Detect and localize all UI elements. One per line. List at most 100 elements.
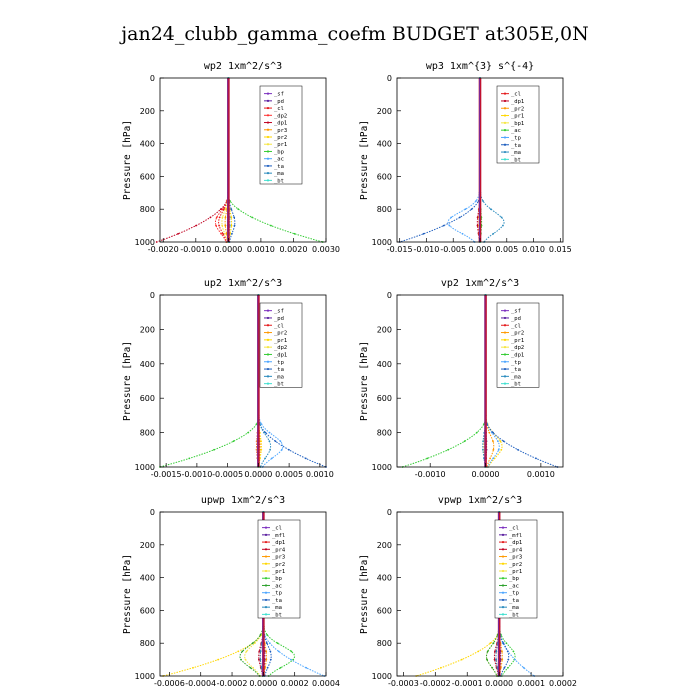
panel-4: upwp 1xm^2/s^3 Pressure [hPa] 0 200 400 600 80… — [122, 495, 340, 688]
series-point — [506, 650, 509, 653]
legend-entry: _pr2 — [511, 331, 524, 337]
series-line-ma — [482, 295, 486, 468]
legend-marker — [503, 150, 507, 154]
x-tick-label: -0.0004 — [185, 679, 216, 688]
legend-marker — [266, 164, 270, 168]
legend-marker — [266, 375, 270, 378]
series-point — [233, 216, 236, 219]
series-point — [482, 200, 484, 202]
series-point — [213, 448, 215, 451]
legend-box — [496, 302, 540, 388]
x-tick-label: -0.0001 — [452, 679, 483, 688]
x-tick-label: -0.0003 — [388, 679, 419, 688]
series-point — [219, 208, 222, 211]
series-point — [492, 448, 495, 451]
legend-entry: _bp — [509, 576, 519, 582]
series-point — [215, 216, 218, 219]
series-point — [155, 241, 158, 243]
legend-entry: _dp2 — [274, 113, 287, 119]
legend-marker — [266, 309, 270, 312]
series-point — [230, 216, 233, 219]
series-point — [277, 650, 280, 653]
panel-title: vpwp 1xm^2/s^3 — [438, 495, 522, 506]
legend-marker — [266, 106, 270, 110]
series-point — [496, 666, 499, 669]
legend-entry: _cl — [272, 526, 282, 532]
legend-entry: _pr1 — [272, 569, 285, 575]
y-tick-label: 400 — [377, 140, 392, 149]
legend-marker — [503, 114, 507, 117]
legend-entry: _cl — [511, 92, 521, 98]
series-point — [274, 440, 277, 443]
y-axis-label: Pressure [hPa] — [122, 120, 133, 200]
legend-marker — [503, 107, 507, 110]
series-line-dp1 — [402, 295, 486, 468]
series-point — [270, 224, 272, 227]
x-tick-label: 0.0030 — [312, 245, 340, 254]
series-point — [264, 457, 266, 460]
legend-entry: _pr1 — [511, 338, 524, 344]
series-point — [476, 224, 479, 227]
series-point — [290, 658, 292, 661]
y-tick-label: 1000 — [372, 238, 392, 247]
x-tick-label: 0.0004 — [312, 679, 340, 688]
legend-marker — [503, 309, 507, 312]
legend-entry: _bt — [274, 382, 284, 388]
series-point — [268, 440, 271, 443]
y-tick-label: 400 — [377, 360, 392, 369]
legend-marker — [266, 92, 270, 95]
series-point — [495, 650, 498, 653]
legend-entry: _pr2 — [509, 562, 522, 568]
series-point — [266, 666, 269, 669]
legend-marker — [266, 150, 270, 153]
series-point — [224, 224, 227, 227]
legend-entry: _cl — [274, 323, 284, 329]
y-tick-label: 600 — [377, 606, 392, 615]
legend-marker — [501, 569, 505, 573]
series-point — [448, 224, 451, 227]
series-point — [265, 650, 268, 653]
x-tick-label: 0.0002 — [281, 679, 309, 688]
series-point — [231, 232, 233, 235]
x-tick-label: -0.0010 — [415, 470, 446, 479]
legend-marker — [266, 179, 270, 182]
series-point — [209, 216, 212, 219]
legend-marker — [503, 121, 507, 124]
legend-marker — [503, 129, 507, 132]
y-tick-label: 0 — [387, 291, 392, 300]
y-tick-label: 800 — [140, 429, 155, 438]
legend-marker — [266, 353, 270, 356]
panel-1: wp3 1xm^{3} s^{-4} Pressure [hPa] 0 200 400 6… — [359, 61, 572, 254]
legend-entry: _ac — [509, 583, 519, 589]
series-point — [259, 634, 262, 636]
series-point — [495, 658, 497, 661]
series-point — [476, 216, 479, 219]
y-tick-label: 200 — [140, 325, 155, 334]
y-tick-label: 1000 — [135, 463, 155, 472]
series-point — [265, 658, 268, 661]
series-line-ta — [485, 295, 558, 468]
x-tick-label: -0.005 — [440, 245, 466, 254]
legend-marker — [503, 375, 507, 378]
y-tick-label: 200 — [140, 107, 155, 116]
panel-title: upwp 1xm^2/s^3 — [201, 495, 285, 506]
series-point — [502, 440, 505, 443]
series-point — [276, 642, 279, 645]
legend-marker — [501, 533, 505, 536]
x-tick-label: 0.0005 — [275, 470, 303, 479]
legend-entry: _ta — [511, 143, 521, 149]
series-point — [522, 666, 525, 669]
legend-entry: _pr2 — [511, 106, 524, 112]
legend-entry: _dp1 — [509, 540, 522, 546]
legend: _cl_mfl_dp1_pr4_pr3_pr2_pr1_bp_ac_tp_ta_… — [257, 519, 301, 618]
panel-title: wp3 1xm^{3} s^{-4} — [426, 61, 534, 72]
series-point — [288, 448, 290, 451]
series-point — [492, 642, 495, 645]
panel-0: wp2 1xm^2/s^3 Pressure [hPa] 0 200 400 600 800… — [122, 61, 340, 254]
legend-marker — [264, 606, 268, 609]
series-point — [493, 457, 496, 460]
legend-entry: _bp — [272, 576, 282, 582]
series-point — [500, 448, 503, 451]
y-tick-label: 1000 — [372, 672, 392, 681]
